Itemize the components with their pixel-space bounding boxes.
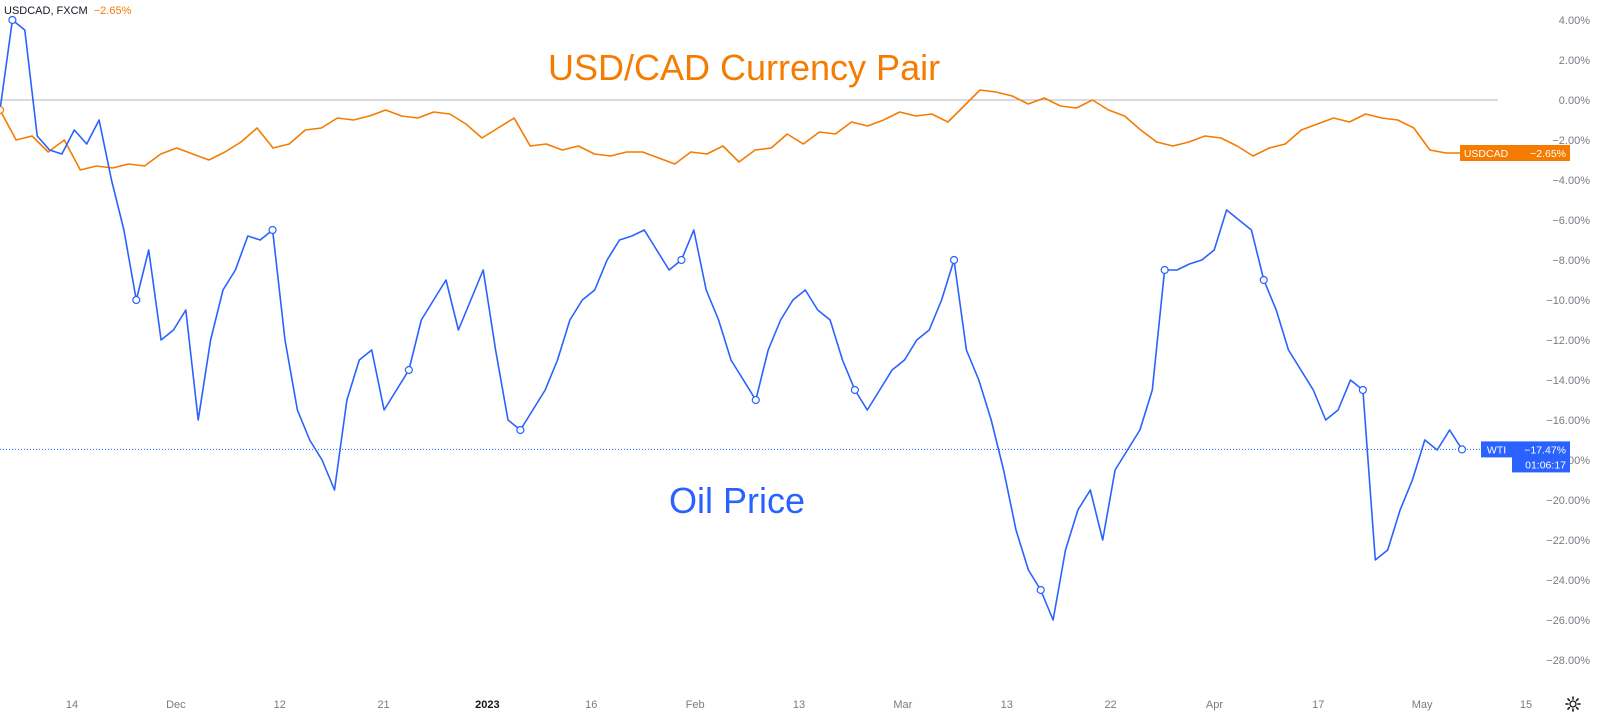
oil-overlay-label: Oil Price <box>669 480 806 521</box>
event-marker[interactable] <box>1358 385 1367 395</box>
series-line-wti[interactable] <box>0 19 1463 621</box>
x-tick-label: Mar <box>893 699 912 711</box>
event-marker[interactable] <box>132 295 141 305</box>
x-tick-label: Dec <box>166 699 186 711</box>
event-marker[interactable] <box>1457 445 1467 454</box>
usdcad-value-text: −2.65% <box>1530 148 1566 160</box>
x-tick-label: May <box>1412 699 1433 711</box>
usdcad-name-text: USDCAD <box>1464 148 1509 160</box>
x-tick-label: 16 <box>585 699 597 711</box>
chart-header[interactable]: USDCAD, FXCM −2.65% <box>4 5 131 17</box>
x-tick-label: 21 <box>377 699 389 711</box>
series-layer <box>0 19 1463 621</box>
symbol-change: −2.65% <box>93 5 132 17</box>
x-tick-label: 17 <box>1312 699 1324 711</box>
y-tick-label: −12.00% <box>1546 335 1590 347</box>
usdcad-value-tag <box>1512 145 1570 161</box>
badge-layer: USDCAD −2.65% WTI −17.47% 01:06:17 <box>1460 145 1570 473</box>
x-tick-label: Feb <box>686 699 705 711</box>
wti-name-text: WTI <box>1487 444 1506 456</box>
event-marker[interactable] <box>1259 275 1268 285</box>
event-marker[interactable] <box>1036 585 1045 595</box>
x-axis[interactable]: 14 Dec 12 21 2023 16 Feb 13 Mar 13 22 Apr 17 May 15 <box>66 699 1532 711</box>
event-marker[interactable] <box>516 425 525 435</box>
event-marker[interactable] <box>404 365 413 375</box>
event-marker[interactable] <box>677 255 686 265</box>
y-tick-label: −24.00% <box>1546 575 1590 587</box>
usdcad-price-badge: USDCAD −2.65% <box>1460 145 1570 161</box>
x-tick-label: 13 <box>793 699 805 711</box>
wti-name-tag <box>1481 441 1512 458</box>
plot-area[interactable] <box>0 0 1498 680</box>
y-tick-label: −4.00% <box>1552 175 1590 187</box>
event-marker[interactable] <box>268 225 277 235</box>
y-tick-label: −28.00% <box>1546 655 1590 667</box>
gear-icon <box>1565 696 1581 712</box>
y-tick-label: −26.00% <box>1546 615 1590 627</box>
event-marker[interactable] <box>751 395 760 405</box>
x-tick-label: 22 <box>1104 699 1116 711</box>
y-tick-label: −16.00% <box>1546 415 1590 427</box>
y-tick-label: −8.00% <box>1552 255 1590 267</box>
x-tick-label: Apr <box>1206 699 1223 711</box>
y-tick-label: −22.00% <box>1546 535 1590 547</box>
wti-price-badge: WTI −17.47% 01:06:17 <box>1481 441 1570 473</box>
y-tick-label: −10.00% <box>1546 295 1590 307</box>
wti-value-text: −17.47% <box>1524 444 1566 456</box>
x-tick-label: 15 <box>1520 699 1532 711</box>
settings-button[interactable] <box>1563 694 1583 714</box>
y-axis[interactable]: 4.00% 2.00% 0.00% −2.00% −4.00% −6.00% −8.00% −… <box>1546 15 1590 667</box>
x-tick-label: 13 <box>1001 699 1013 711</box>
x-tick-label: 2023 <box>475 699 499 711</box>
y-tick-label: −14.00% <box>1546 375 1590 387</box>
event-marker[interactable] <box>0 105 5 115</box>
marker-layer <box>0 15 1467 595</box>
usdcad-overlay-label: USD/CAD Currency Pair <box>548 47 941 88</box>
y-tick-label: 4.00% <box>1559 15 1590 27</box>
y-tick-label: −20.00% <box>1546 495 1590 507</box>
event-marker[interactable] <box>949 255 959 265</box>
usdcad-name-tag <box>1460 145 1512 161</box>
y-tick-label: −6.00% <box>1552 215 1590 227</box>
y-tick-label: 0.00% <box>1559 95 1590 107</box>
wti-value-tag <box>1512 441 1570 473</box>
event-marker[interactable] <box>1160 265 1169 275</box>
event-marker[interactable] <box>8 15 17 25</box>
y-tick-label: 2.00% <box>1559 55 1590 67</box>
x-tick-label: 14 <box>66 699 78 711</box>
x-tick-label: 12 <box>274 699 286 711</box>
series-line-usdcad[interactable] <box>0 89 1462 171</box>
y-tick-label: −2.00% <box>1552 135 1590 147</box>
wti-countdown-text: 01:06:17 <box>1525 459 1566 471</box>
event-marker[interactable] <box>850 385 859 395</box>
symbol-label[interactable]: USDCAD, FXCM <box>4 5 88 17</box>
